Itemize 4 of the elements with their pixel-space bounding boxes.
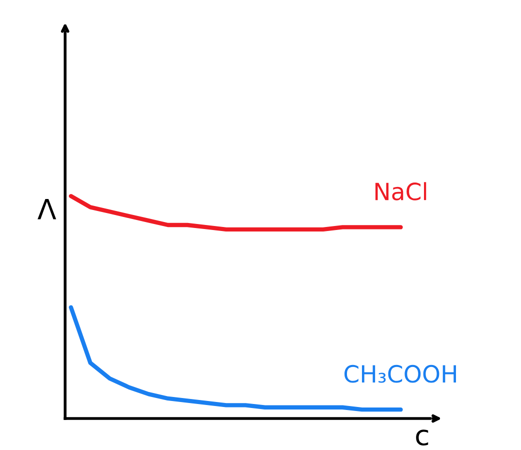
series-label: NaCl bbox=[375, 182, 426, 200]
y-axis-title: Λ bbox=[38, 198, 56, 220]
series-label: CH₃COOH bbox=[344, 364, 456, 383]
x-axis-title: c bbox=[416, 430, 428, 446]
